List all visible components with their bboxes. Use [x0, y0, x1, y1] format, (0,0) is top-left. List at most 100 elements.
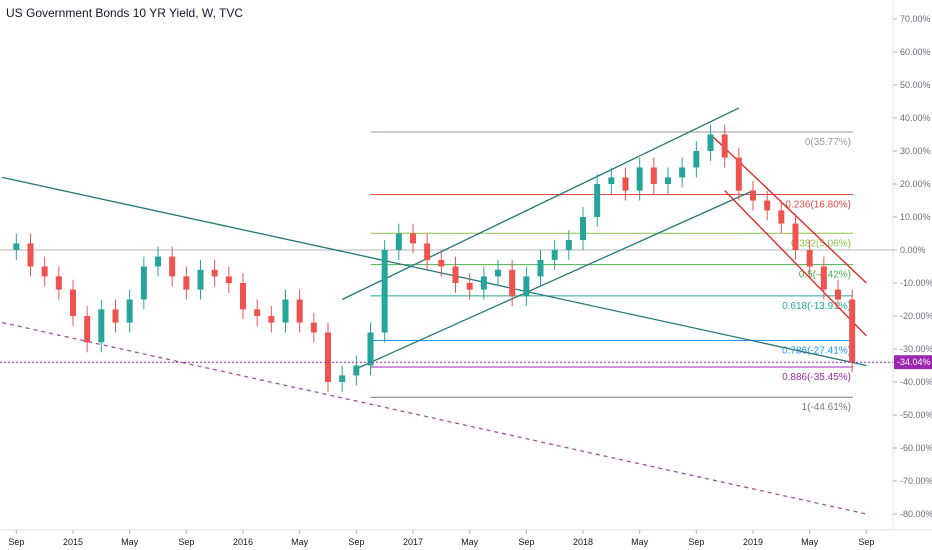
x-tick-label: 2018 — [573, 537, 593, 547]
y-tick-label: -80.00% — [900, 509, 932, 519]
fib-label: 0.786(-27.41%) — [782, 345, 851, 356]
candle-body — [13, 243, 20, 250]
y-tick-label: 20.00% — [900, 179, 931, 189]
candle-body — [792, 223, 799, 250]
x-tick-label: May — [461, 537, 479, 547]
trendline-channel-lower — [356, 190, 754, 370]
candle-body — [70, 289, 76, 316]
y-tick-label: 30.00% — [900, 146, 931, 156]
candle-body — [169, 256, 176, 277]
candle-body — [282, 299, 289, 323]
candle-body — [339, 375, 346, 382]
y-tick-label: -60.00% — [900, 443, 932, 453]
candle-body — [594, 184, 601, 217]
y-tick-label: 40.00% — [900, 113, 931, 123]
candle-body — [580, 217, 586, 241]
candle-body — [622, 177, 629, 191]
candle-body — [367, 332, 374, 366]
x-tick-label: May — [631, 537, 649, 547]
x-tick-label: May — [121, 537, 139, 547]
fib-label: 0(35.77%) — [805, 137, 851, 148]
trendline-red-channel-bottom — [724, 190, 867, 337]
candle-body — [452, 266, 459, 283]
candle-body — [268, 316, 275, 323]
candle-body — [395, 233, 402, 250]
candle-body — [183, 276, 190, 290]
candle-body — [254, 309, 261, 316]
candle-body — [310, 322, 317, 333]
candle-body — [636, 167, 643, 191]
candle-body — [55, 276, 62, 290]
candle-body — [665, 177, 671, 184]
candle-body — [424, 243, 431, 260]
candle-body — [240, 283, 246, 310]
candle-body — [764, 200, 771, 211]
last-value: -34.04% — [0, 355, 932, 370]
x-axis: Sep 2015 May Sep 2016 May Sep 2017 May Sep 2018 May… — [0, 529, 932, 547]
candle-body — [112, 309, 119, 323]
x-tick-label: 2019 — [743, 537, 763, 547]
candle-body — [806, 250, 813, 267]
candle-body — [820, 266, 827, 290]
y-tick-label: 70.00% — [900, 14, 931, 24]
x-tick-label: 2016 — [233, 537, 253, 547]
last-value-tag — [894, 355, 932, 370]
candle-body — [707, 134, 714, 151]
y-tick-label: -70.00% — [900, 476, 932, 486]
x-tick-label: 2017 — [403, 537, 423, 547]
candle-body — [211, 269, 218, 277]
candle-body — [551, 250, 558, 260]
y-tick-label: -10.00% — [900, 278, 932, 288]
candle-body — [155, 256, 161, 267]
candle-body — [84, 316, 91, 343]
candle-body — [495, 269, 501, 277]
candle-body — [523, 276, 530, 297]
candle-body — [480, 276, 487, 290]
candle-body — [140, 266, 147, 300]
candle-body — [679, 167, 686, 178]
y-tick-label: -50.00% — [900, 410, 932, 420]
x-tick-label: May — [801, 537, 819, 547]
candle-body — [353, 365, 360, 376]
candle-body — [721, 134, 728, 158]
candle-body — [693, 151, 700, 168]
fib-label: 0.382(5.06%) — [791, 238, 851, 249]
candle-body — [225, 276, 232, 283]
y-tick-label: -40.00% — [900, 377, 932, 387]
x-tick-label: Sep — [858, 537, 874, 547]
candle-body — [537, 259, 544, 277]
candle-body — [197, 269, 204, 290]
x-tick-label: Sep — [178, 537, 194, 547]
y-tick-label: -20.00% — [900, 311, 932, 321]
x-tick-label: Sep — [348, 537, 364, 547]
fib-label: 0.618(-13.91%) — [782, 301, 851, 312]
chart-title: US Government Bonds 10 YR Yield, W, TVC — [6, 6, 243, 20]
candle-body — [778, 210, 785, 224]
fib-label: 1(-44.61%) — [802, 402, 851, 413]
candle-body — [849, 299, 856, 363]
fib-levels: 0(35.77%)0.236(16.80%)0.382(5.06%)0.5(-4… — [370, 131, 853, 413]
fib-label: 0.236(16.80%) — [785, 200, 851, 211]
candles — [13, 124, 856, 392]
candle-body — [750, 190, 756, 201]
y-tick-label: 50.00% — [900, 80, 931, 90]
candle-body — [296, 299, 303, 323]
candle-body — [565, 240, 572, 250]
candle-body — [410, 233, 416, 244]
candle-body — [126, 299, 133, 323]
fib-label: 0.886(-35.45%) — [782, 372, 851, 383]
candle-body — [98, 309, 105, 343]
x-tick-label: Sep — [688, 537, 704, 547]
y-tick-label: 60.00% — [900, 47, 931, 57]
y-tick-label: 0.00% — [900, 245, 926, 255]
trendline-channel-upper — [341, 107, 740, 301]
candle-body — [509, 269, 516, 297]
candle-body — [835, 289, 841, 300]
candle-body — [608, 177, 615, 184]
candle-body — [735, 157, 742, 191]
trendline-dashed-support — [2, 321, 867, 515]
candle-body — [466, 283, 473, 290]
candle-body — [41, 266, 48, 277]
candle-body — [650, 167, 657, 184]
